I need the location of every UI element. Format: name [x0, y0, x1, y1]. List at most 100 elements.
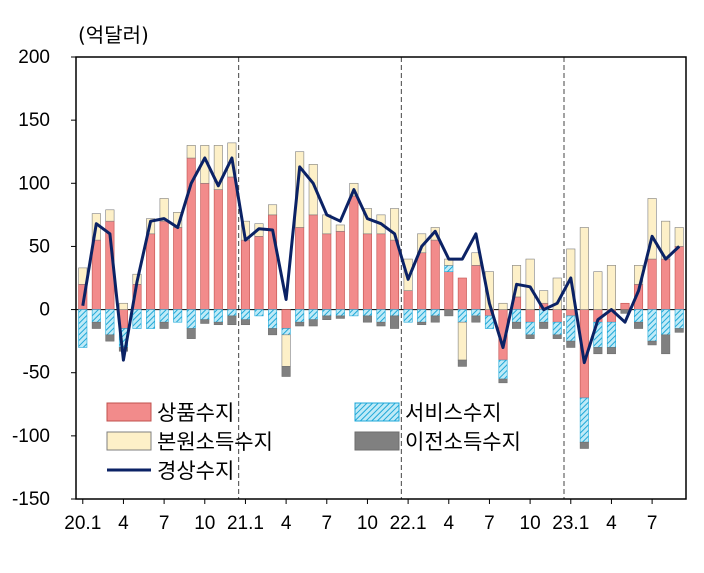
- bar-segment: [268, 328, 278, 336]
- bar-segment: [281, 328, 291, 336]
- bar-segment: [457, 321, 467, 361]
- bar-segment: [173, 227, 183, 310]
- bar-segment: [159, 198, 169, 222]
- bar-segment: [552, 309, 562, 323]
- bar-segment: [606, 265, 616, 310]
- bar-segment: [118, 302, 128, 310]
- bar-segment: [213, 189, 223, 310]
- x-tick-label: 23.1: [552, 513, 589, 534]
- bar-segment: [403, 309, 413, 323]
- y-tick-label: 0: [39, 300, 50, 321]
- bar-segment: [593, 271, 603, 310]
- bar-segment: [295, 321, 305, 327]
- bar-segment: [362, 233, 372, 310]
- current-account-line: [81, 156, 681, 365]
- bar-segment: [498, 378, 508, 384]
- bar-segment: [335, 315, 345, 319]
- bar-segment: [105, 209, 115, 222]
- legend-label: 이전소득수지: [405, 430, 521, 454]
- bar-segment: [335, 224, 345, 232]
- bar-segment: [471, 265, 481, 310]
- bar-segment: [362, 309, 372, 317]
- bar-segment: [213, 145, 223, 190]
- bar-segment: [240, 239, 250, 310]
- bar-segment: [634, 309, 644, 323]
- bar-segment: [647, 340, 657, 346]
- bar-segment: [430, 239, 440, 310]
- bar-segment: [593, 347, 603, 355]
- bar-segment: [295, 151, 305, 228]
- bar-segment: [566, 315, 576, 342]
- x-tick-label: 7: [647, 513, 658, 534]
- bar-segment: [471, 315, 481, 323]
- bar-segment: [457, 277, 467, 310]
- unit-label: (억달러): [78, 23, 149, 47]
- x-tick-label: 4: [443, 513, 454, 534]
- bar-segment: [281, 334, 291, 367]
- bar-segment: [512, 265, 522, 298]
- y-tick-label: 200: [18, 47, 50, 68]
- y-tick-label: -50: [23, 363, 50, 384]
- bar-segment: [525, 309, 535, 323]
- y-tick-label: 100: [18, 173, 50, 194]
- bar-segment: [186, 309, 196, 329]
- bar-segment: [200, 309, 210, 320]
- bar-segment: [308, 309, 318, 320]
- y-tick-label: -150: [12, 489, 50, 510]
- y-axis: 200 150 100 50 0 -50 -100 -150: [12, 47, 76, 510]
- bar-segment: [552, 334, 562, 339]
- bar-segment: [295, 309, 305, 323]
- x-tick-label: 10: [520, 513, 541, 534]
- x-tick-label: 22.1: [390, 513, 427, 534]
- bar-segment: [349, 195, 359, 310]
- bar-segment: [512, 321, 522, 329]
- bar-segment: [525, 334, 535, 339]
- x-tick-label: 4: [606, 513, 617, 534]
- bar-segment: [498, 359, 508, 380]
- bar-segment: [240, 309, 250, 320]
- legend-swatch: [354, 402, 400, 422]
- bar-segment: [159, 321, 169, 329]
- legend-label: 상품수지: [157, 401, 234, 425]
- legend-swatch: [354, 431, 400, 451]
- bar-segment: [376, 309, 386, 323]
- bar-segment: [132, 309, 142, 329]
- bar-segment: [647, 309, 657, 342]
- bar-segment: [539, 290, 549, 304]
- bar-segment: [444, 271, 454, 310]
- bar-segment: [403, 290, 413, 310]
- bar-segment: [308, 214, 318, 310]
- bar-segment: [471, 309, 481, 317]
- bar-segment: [417, 252, 427, 310]
- bar-segment: [579, 227, 589, 310]
- series-line-current-account: [81, 156, 681, 365]
- legend-swatch: [106, 402, 152, 422]
- bar-segment: [254, 309, 264, 317]
- bar-segment: [159, 309, 169, 323]
- bar-segment: [457, 309, 467, 323]
- bar-segment: [634, 321, 644, 329]
- bar-segment: [186, 145, 196, 159]
- bar-segment: [268, 309, 278, 329]
- x-tick-label: 7: [159, 513, 170, 534]
- bar-segment: [268, 204, 278, 216]
- bar-segment: [390, 208, 400, 241]
- bar-segment: [647, 198, 657, 260]
- bar-segment: [78, 309, 88, 348]
- bar-segment: [674, 328, 684, 333]
- bar-segment: [512, 309, 522, 323]
- bar-segment: [295, 227, 305, 310]
- y-tick-label: 150: [18, 110, 50, 131]
- x-tick-label: 10: [357, 513, 378, 534]
- bar-segment: [390, 315, 400, 329]
- bar-segment: [498, 302, 508, 310]
- bar-segment: [579, 441, 589, 449]
- x-tick-label: 4: [281, 513, 292, 534]
- bar-segment: [146, 309, 156, 329]
- bar-segment: [620, 302, 630, 310]
- bar-segment: [417, 321, 427, 326]
- x-tick-label: 21.1: [227, 513, 264, 534]
- bar-segment: [200, 319, 210, 324]
